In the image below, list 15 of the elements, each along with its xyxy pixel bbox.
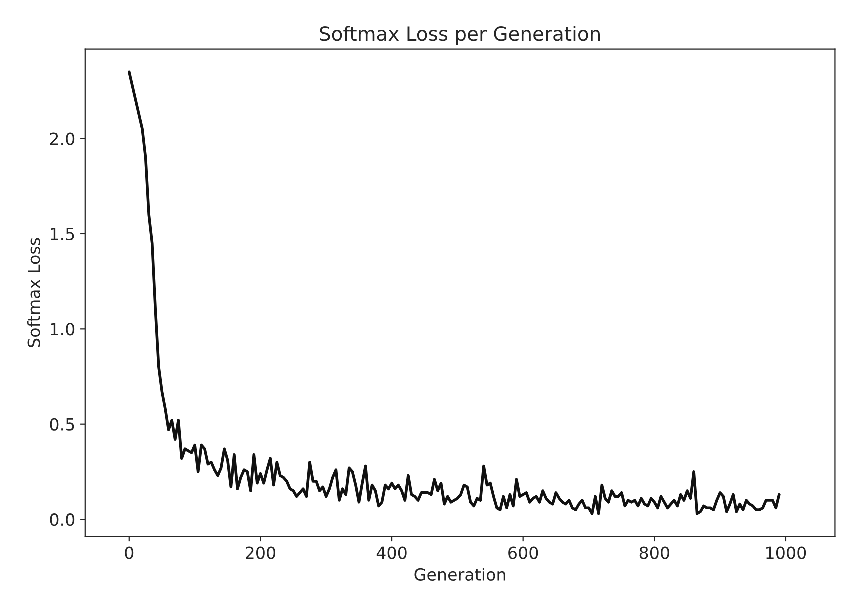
x-tick-label: 200 [246,546,276,560]
x-tick-label: 800 [640,546,670,560]
x-tick-label: 400 [376,546,407,560]
x-tick-label: 600 [508,546,538,560]
chart-title: Softmax Loss per Generation [320,26,600,45]
x-axis-title: Generation [414,568,506,581]
line-series [128,70,781,516]
y-tick-label: 0.0 [50,514,75,526]
y-tick-label: 1.5 [51,228,74,241]
y-axis-title: Softmax Loss [27,238,40,348]
y-tick-label: 2.0 [50,132,75,146]
y-tick-label: 1.0 [51,323,75,336]
x-tick-label: 1000 [766,546,806,560]
x-tick-label: 0 [125,546,134,560]
y-tick-label: 0.5 [50,418,74,431]
